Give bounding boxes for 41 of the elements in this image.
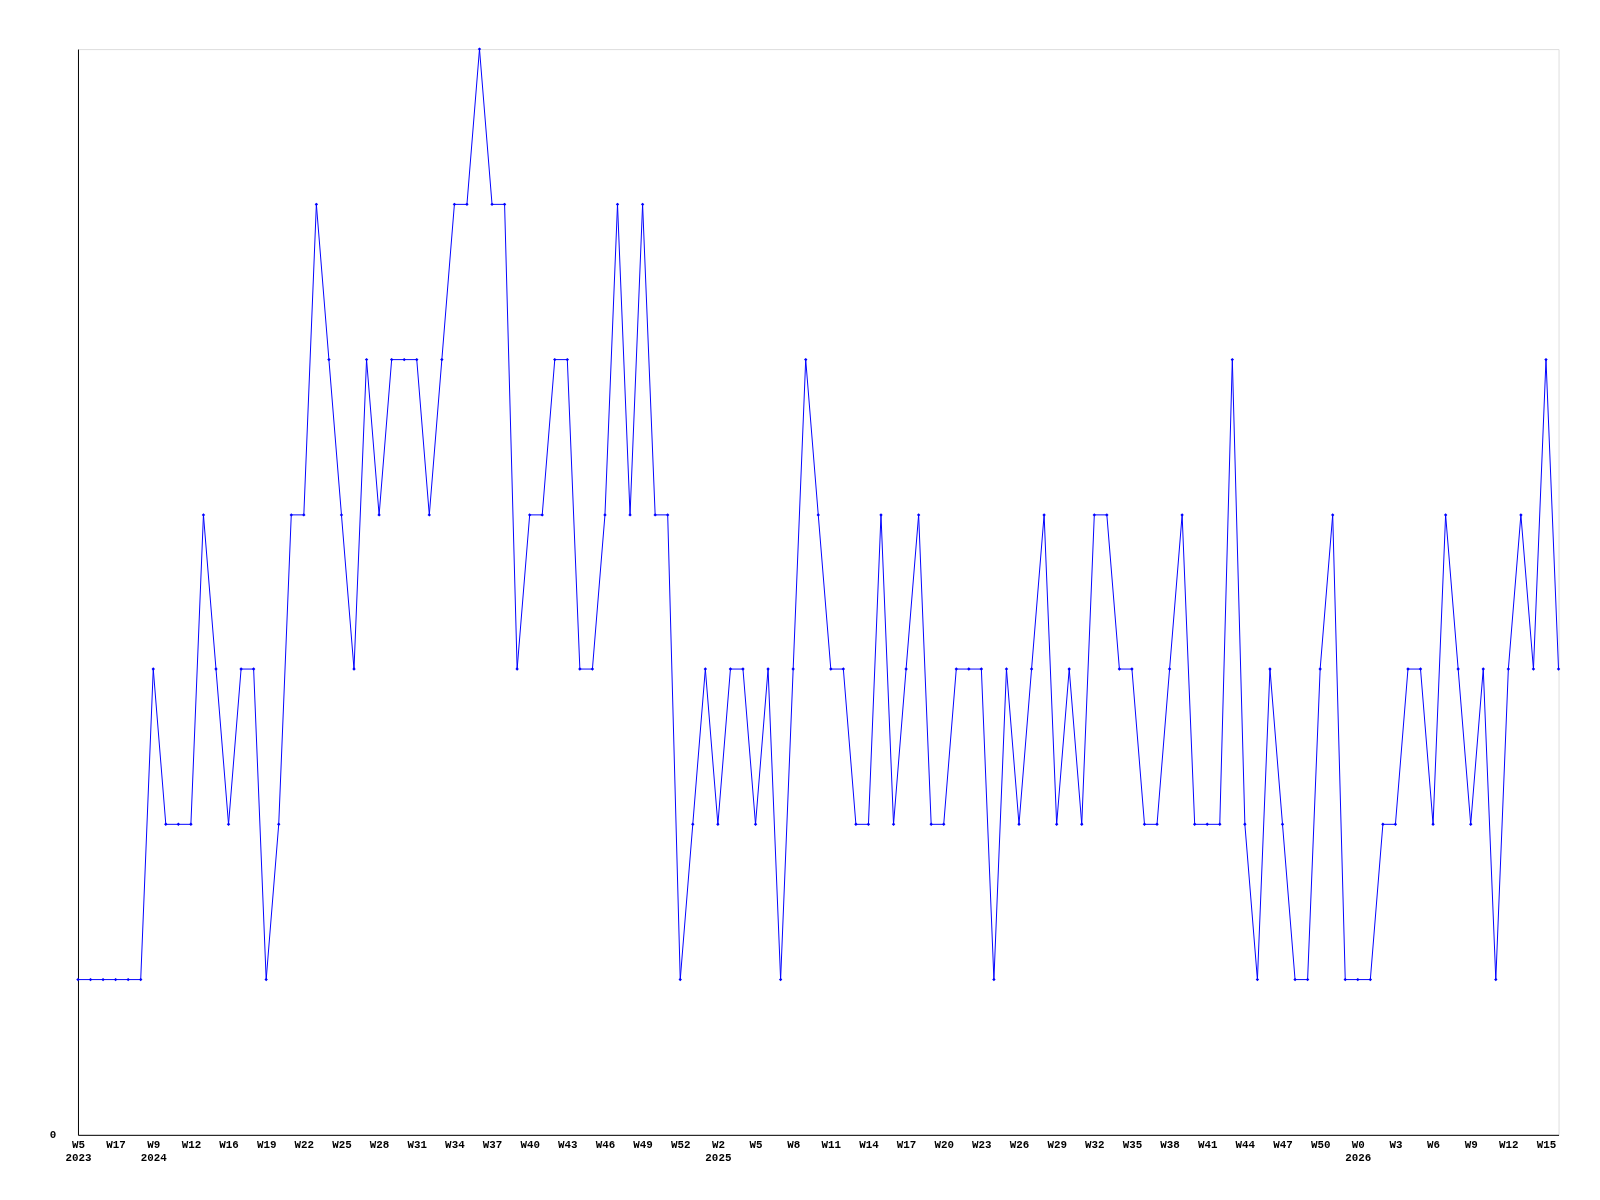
x-tick-label: W2 2025: [705, 1139, 732, 1165]
x-tick-label: W0 2026: [1345, 1139, 1372, 1165]
x-tick-label: W16: [219, 1139, 239, 1152]
x-tick-label: W44: [1235, 1139, 1256, 1152]
x-tick-label: W25: [332, 1139, 352, 1152]
x-tick-label: W5: [749, 1139, 763, 1152]
x-tick-label: W22: [294, 1139, 315, 1152]
x-tick-label: W5 2023: [65, 1139, 92, 1165]
x-tick-label: W52: [670, 1139, 691, 1152]
x-tick-label: W14: [859, 1139, 880, 1152]
x-tick-label: W49: [633, 1139, 653, 1152]
x-tick-label: W40: [520, 1139, 540, 1152]
x-tick-label: W20: [934, 1139, 954, 1152]
x-tick-label: W12: [1499, 1139, 1519, 1152]
x-tick-label: W23: [972, 1139, 992, 1152]
x-tick-label: W12: [181, 1139, 202, 1152]
x-tick-label: W46: [595, 1139, 616, 1152]
x-tick-label: W32: [1085, 1139, 1105, 1152]
x-tick-label: W35: [1122, 1139, 1143, 1152]
x-tick-label: W6: [1427, 1139, 1441, 1152]
x-tick-label: W15: [1536, 1139, 1557, 1152]
text: 0: [49, 1128, 57, 1141]
x-tick-label: W17: [896, 1139, 917, 1152]
x-tick-label: W9 2024: [140, 1139, 168, 1165]
x-tick-label: W28: [369, 1139, 390, 1152]
x-tick-label: W47: [1273, 1139, 1293, 1152]
x-tick-label: W50: [1310, 1139, 1331, 1152]
x-tick-label: W31: [407, 1139, 428, 1152]
x-tick-label: W19: [256, 1139, 277, 1152]
x-tick-label: W29: [1047, 1139, 1067, 1152]
x-tick-label: W17: [106, 1139, 126, 1152]
x-tick-label: W43: [558, 1139, 578, 1152]
x-tick-label: W37: [482, 1139, 503, 1152]
x-tick-label: W34: [445, 1139, 466, 1152]
x-tick-label: W26: [1009, 1139, 1030, 1152]
x-tick-label: W9: [1464, 1139, 1478, 1152]
x-tick-label: W11: [821, 1139, 842, 1152]
x-tick-label: W8: [787, 1139, 801, 1152]
x-tick-label: W38: [1160, 1139, 1180, 1152]
x-tick-label: W3: [1389, 1139, 1403, 1152]
x-tick-label: W41: [1197, 1139, 1218, 1152]
